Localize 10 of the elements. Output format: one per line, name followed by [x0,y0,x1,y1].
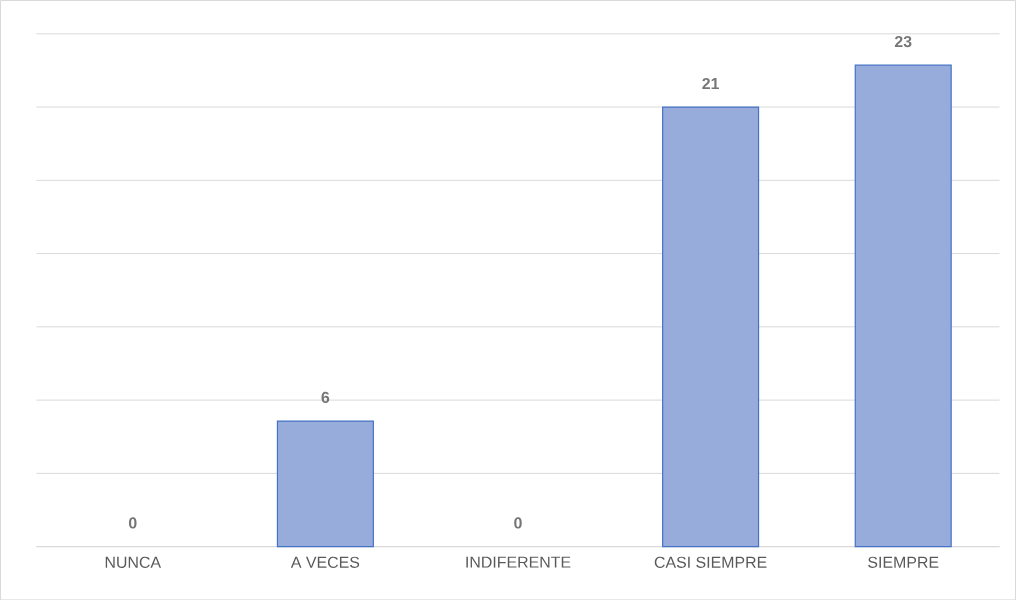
data-label: 23 [894,35,912,47]
x-tick-label: A VECES [290,556,360,568]
x-tick-label: CASI SIEMPRE [654,556,767,568]
data-label: 0 [128,517,137,529]
data-label: 0 [514,517,522,529]
x-tick-label: NUNCA [105,556,162,568]
x-tick-label: INDIFERENTE [466,556,571,568]
x-tick-label: SIEMPRE [868,556,939,568]
data-label: 21 [702,77,720,89]
data-label: 6 [321,391,330,403]
